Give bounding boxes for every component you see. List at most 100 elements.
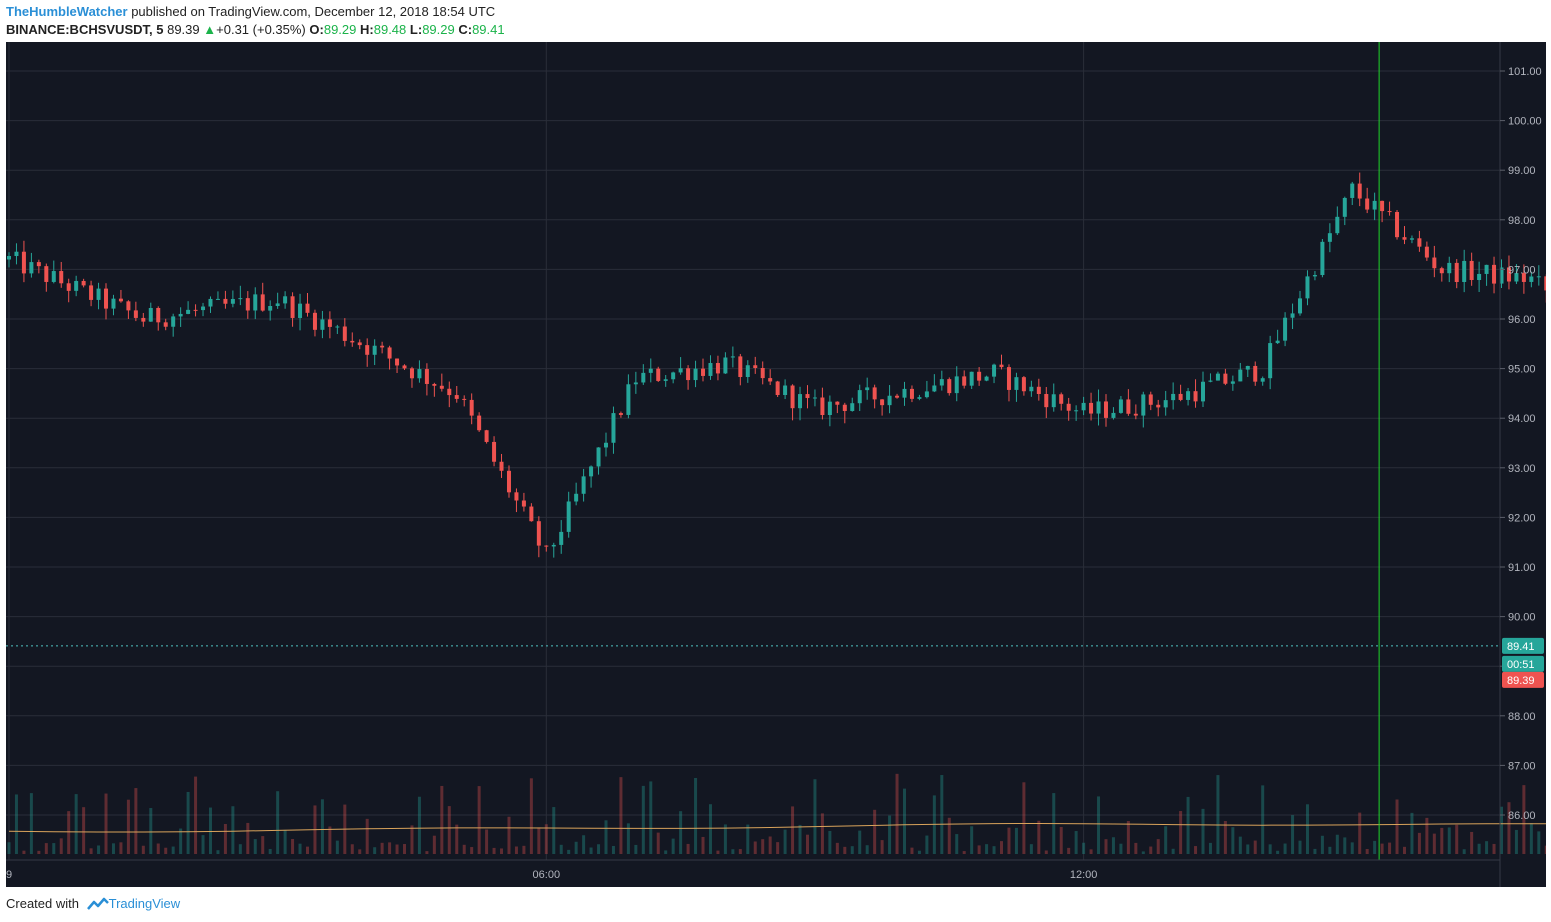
chart-area[interactable]: 12345ABC101.00100.0099.0098.0097.0096.00… [6,42,1546,887]
volume-bar [112,843,115,854]
candle-body [1276,341,1280,343]
candle-body [798,394,802,408]
candle-body [731,356,735,357]
open-value: 89.29 [324,22,357,37]
volume-bar [1515,830,1518,854]
volume-bar [791,806,794,854]
candle-body [940,379,944,385]
candle-body [1134,414,1138,416]
candle-body [14,252,18,256]
price-tick-label: 95.00 [1508,364,1536,376]
candle-body [589,466,593,476]
candle-body [746,365,750,377]
candle-body [567,501,571,531]
volume-bar [1530,823,1533,854]
volume-bar [1351,842,1354,854]
candle-body [1029,387,1033,391]
volume-bar [724,824,727,854]
volume-bar [873,810,876,854]
countdown-badge: 00:51 [1507,659,1535,671]
price-tick-label: 92.00 [1508,512,1536,524]
volume-bar [194,777,197,854]
candle-body [1253,366,1257,382]
candle-body [179,314,183,316]
volume-bar [694,778,697,854]
candle-body [1156,405,1160,408]
volume-bar [1470,832,1473,854]
price-tick-label: 86.00 [1508,810,1536,822]
candle-body [89,285,93,300]
volume-bar [1157,839,1160,854]
candle-body [873,387,877,399]
candle-body [977,372,981,381]
volume-bar [1112,837,1115,854]
candle-body [1350,184,1354,198]
candle-body [395,359,399,366]
candle-body [947,379,951,393]
candle-body [261,294,265,310]
price-tick-label: 91.00 [1508,562,1536,574]
candle-body [1186,391,1190,400]
up-arrow-icon: ▲ [203,22,216,37]
candle-body [141,318,145,322]
tradingview-brand[interactable]: TradingView [109,896,181,911]
volume-bar [493,848,496,854]
candle-body [1388,211,1392,212]
volume-bar [754,841,757,854]
candle-body [462,399,466,400]
candle-body [1320,242,1324,275]
volume-bar [142,846,145,854]
volume-bar [396,844,399,854]
volume-bar [1127,821,1130,854]
candle-body [1343,198,1347,217]
volume-bar [910,848,913,854]
candle-body [485,430,489,442]
candle-body [1044,394,1048,407]
volume-bar [410,825,413,854]
volume-bar [896,774,899,854]
candle-body [29,262,33,273]
volume-bar [552,807,555,854]
volume-bar [619,777,622,854]
candle-body [1216,374,1220,381]
volume-bar [1261,785,1264,854]
candle-body [694,369,698,380]
candle-body [1097,401,1101,413]
footer: Created with TradingView [6,896,180,911]
candle-body [22,252,26,274]
volume-bar [1045,851,1048,854]
volume-bar [881,840,884,854]
volume-bar [799,825,802,854]
candle-body [149,308,153,322]
candle-body [171,316,175,326]
candle-body [447,389,451,395]
price-tick-label: 99.00 [1508,165,1536,177]
candle-body [268,306,272,311]
volume-bar [575,842,578,854]
candle-body [1201,382,1205,402]
candle-body [455,395,459,399]
volume-bar [388,842,391,854]
volume-bar [75,794,78,854]
volume-bar [45,843,48,854]
volume-bar [448,806,451,854]
volume-bar [1396,799,1399,854]
volume-bar [440,786,443,854]
candle-body [37,262,41,266]
volume-bar [291,839,294,854]
volume-ma-line [9,824,1546,834]
candle-body [126,301,130,310]
volume-bar [1090,849,1093,854]
candle-body [716,363,720,373]
candle-body [223,299,227,304]
candle-body [1425,247,1429,258]
volume-bar [82,807,85,854]
author-link[interactable]: TheHumbleWatcher [6,4,128,19]
volume-bar [1321,836,1324,854]
candle-body [537,521,541,545]
volume-bar [30,793,33,854]
price-chart[interactable]: 12345ABC101.00100.0099.0098.0097.0096.00… [6,42,1546,887]
volume-bar [1313,849,1316,854]
volume-bar [560,845,563,854]
candle-body [962,376,966,385]
